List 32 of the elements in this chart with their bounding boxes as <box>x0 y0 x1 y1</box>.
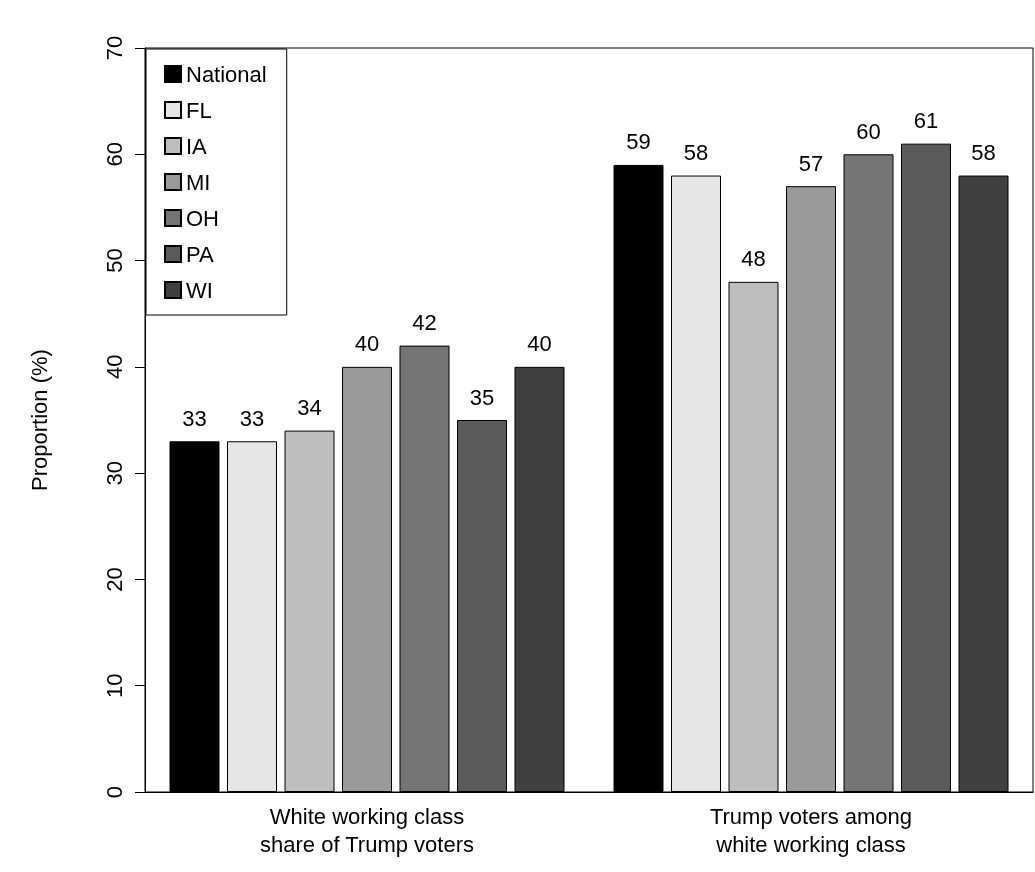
legend-label: PA <box>186 241 215 267</box>
data-label: 48 <box>741 246 766 272</box>
data-label: 33 <box>182 405 207 431</box>
y-axis-title: Proportion (%) <box>26 349 52 491</box>
data-label: 58 <box>971 140 996 166</box>
data-label: 42 <box>412 310 437 336</box>
legend-label: WI <box>186 277 213 303</box>
data-label: 58 <box>683 140 709 166</box>
data-label: 61 <box>913 108 939 134</box>
y-tick-label: 10 <box>101 673 127 698</box>
data-label: 59 <box>626 129 651 155</box>
data-label: 40 <box>527 331 552 357</box>
data-label: 35 <box>469 384 495 410</box>
y-tick-label: 40 <box>101 354 127 380</box>
y-tick-label: 30 <box>101 460 127 486</box>
y-tick-label: 70 <box>101 35 127 61</box>
y-tick-label: 20 <box>101 567 127 592</box>
legend-label: MI <box>186 169 211 195</box>
x-tick-label: Trump voters among white working class <box>709 803 913 857</box>
data-label: 60 <box>856 118 881 144</box>
legend-label: National <box>186 61 267 87</box>
x-tick-label: White working class share of Trump voters <box>260 803 474 857</box>
y-tick-label: 0 <box>101 785 127 799</box>
legend-label: FL <box>186 97 212 123</box>
legend-label: IA <box>186 133 208 159</box>
y-tick-label: 60 <box>101 142 127 167</box>
data-label: 57 <box>798 150 824 176</box>
y-tick-label: 50 <box>101 248 127 273</box>
data-label: 33 <box>239 405 265 431</box>
data-label: 40 <box>354 331 380 357</box>
data-label: 34 <box>297 395 322 421</box>
legend-label: OH <box>186 205 219 231</box>
